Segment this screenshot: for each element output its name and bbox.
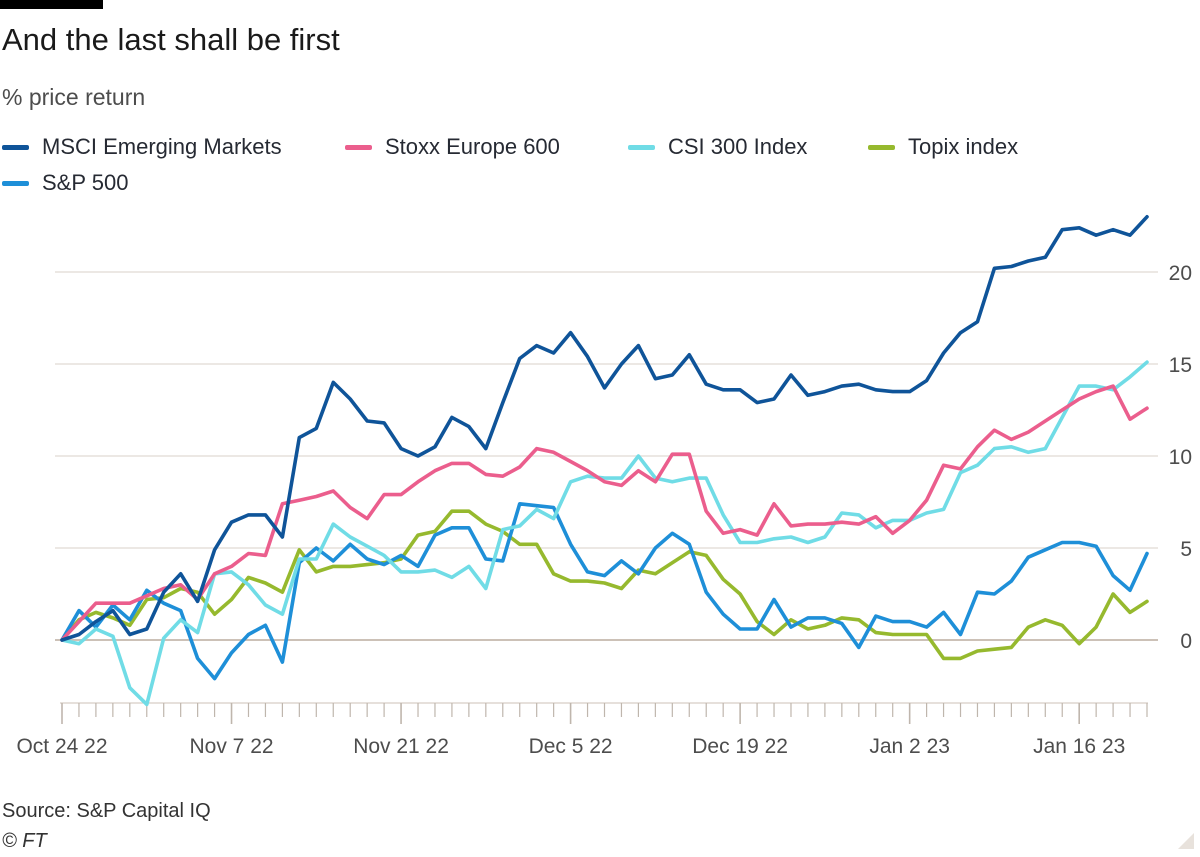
x-tick-label: Dec 5 22 [529,735,613,758]
legend-item-topix: Topix index [868,134,1018,160]
x-tick-label: Nov 7 22 [190,735,274,758]
x-tick-label: Jan 2 23 [869,735,950,758]
legend-item-sp500: S&P 500 [2,170,128,196]
legend: MSCI Emerging Markets Stoxx Europe 600 C… [2,134,1102,206]
y-tick-label: 10 [1169,446,1192,469]
corner-mark [1178,833,1194,849]
x-tick-label: Oct 24 22 [16,735,107,758]
legend-label-csi: CSI 300 Index [668,134,808,159]
legend-swatch-sp500 [2,180,29,186]
x-tick-label: Dec 19 22 [692,735,788,758]
legend-label-msci: MSCI Emerging Markets [42,134,282,159]
legend-swatch-csi [628,144,655,150]
legend-swatch-topix [868,144,895,150]
copyright-note: © FT [2,830,47,852]
legend-item-stoxx: Stoxx Europe 600 [345,134,560,160]
series-line-sp500 [60,502,1149,681]
y-tick-label: 5 [1180,538,1192,561]
x-tick-label: Nov 21 22 [353,735,449,758]
legend-label-topix: Topix index [908,134,1019,159]
y-tick-label: 15 [1169,354,1192,377]
chart-subtitle: % price return [2,84,146,110]
legend-swatch-msci [2,144,29,150]
series-line-msci [60,215,1149,642]
y-tick-label: 0 [1180,630,1192,653]
brand-bar [0,0,103,9]
source-note: Source: S&P Capital IQ [2,800,211,822]
y-tick-label: 20 [1169,262,1192,285]
series-line-csi [60,360,1149,707]
x-tick-label: Jan 16 23 [1033,735,1125,758]
series-line-topix [60,509,1149,661]
legend-label-sp500: S&P 500 [42,170,129,195]
chart-title: And the last shall be first [2,22,340,57]
legend-item-csi: CSI 300 Index [628,134,807,160]
series-line-stoxx [60,384,1149,642]
legend-label-stoxx: Stoxx Europe 600 [385,134,560,159]
legend-item-msci: MSCI Emerging Markets [2,134,282,160]
legend-swatch-stoxx [345,144,372,150]
